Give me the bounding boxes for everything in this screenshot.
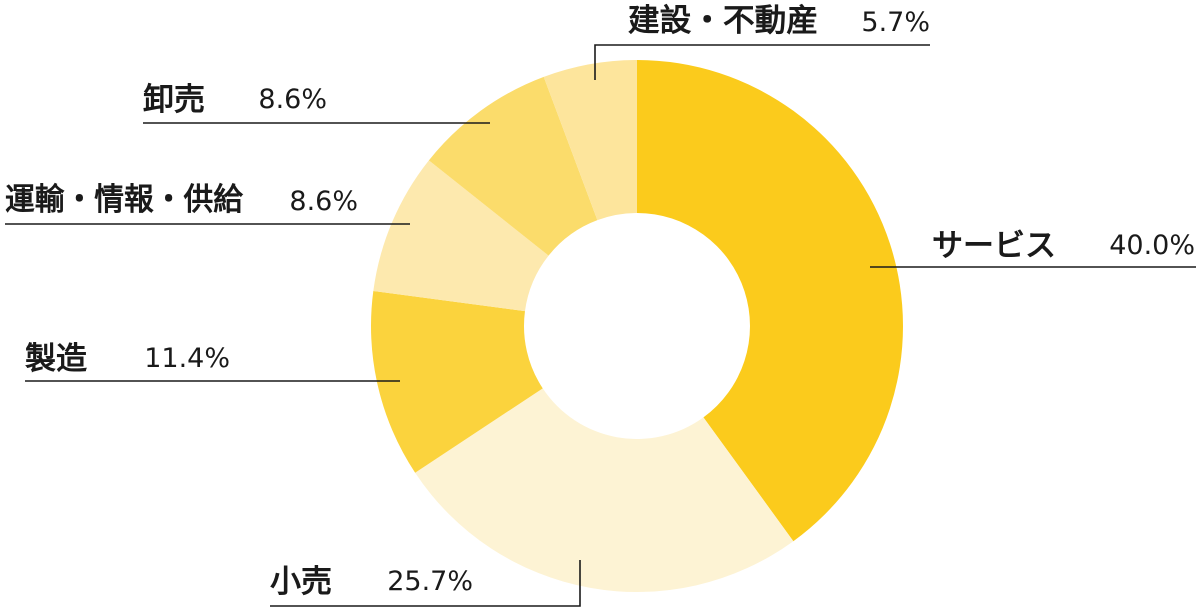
slice-label-service: サービス bbox=[932, 228, 1056, 264]
slices bbox=[371, 60, 904, 592]
slice-value-retail: 25.7% bbox=[387, 566, 473, 597]
slice-transport bbox=[373, 160, 549, 312]
slice-value-wholesale: 8.6% bbox=[258, 84, 327, 115]
leader-line-retail bbox=[270, 560, 581, 607]
slice-value-manufacturing: 11.4% bbox=[144, 343, 230, 374]
label-manufacturing: 製造 11.4% bbox=[25, 341, 400, 382]
label-construction: 建設・不動産 5.7% bbox=[594, 3, 930, 80]
label-transport: 運輸・情報・供給 8.6% bbox=[5, 182, 410, 225]
slice-service bbox=[637, 60, 904, 542]
slice-label-construction: 建設・不動産 bbox=[628, 3, 818, 39]
slice-manufacturing bbox=[371, 291, 543, 473]
label-retail: 小売 25.7% bbox=[270, 560, 581, 607]
slice-wholesale bbox=[428, 76, 598, 256]
slice-label-wholesale: 卸売 bbox=[143, 82, 205, 118]
label-service: サービス 40.0% bbox=[870, 228, 1196, 268]
slice-value-service: 40.0% bbox=[1109, 230, 1195, 261]
slice-value-construction: 5.7% bbox=[861, 7, 930, 38]
slice-label-retail: 小売 bbox=[270, 564, 332, 600]
slice-retail bbox=[415, 388, 794, 592]
slice-label-transport: 運輸・情報・供給 bbox=[5, 182, 244, 218]
slice-construction bbox=[543, 60, 637, 221]
leader-line-construction bbox=[594, 44, 930, 80]
slice-value-transport: 8.6% bbox=[289, 186, 358, 217]
label-wholesale: 卸売 8.6% bbox=[143, 82, 490, 124]
slice-label-manufacturing: 製造 bbox=[25, 341, 87, 377]
